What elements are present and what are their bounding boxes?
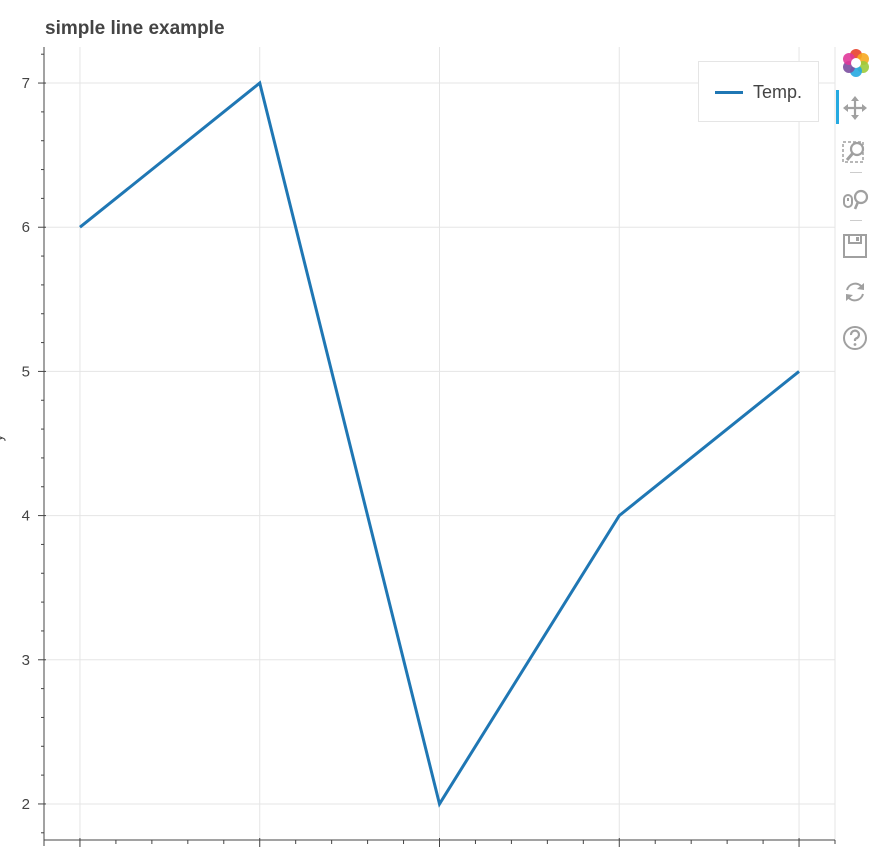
toolbar-divider xyxy=(850,220,862,221)
help-icon xyxy=(843,326,867,350)
grid-lines xyxy=(44,47,836,840)
series-lines xyxy=(79,80,800,808)
toolbar-divider xyxy=(850,172,862,173)
plot-toolbar xyxy=(836,44,870,364)
pan-icon xyxy=(843,96,867,120)
wheel-zoom-tool-button[interactable] xyxy=(836,182,870,216)
y-tick-label: 6 xyxy=(22,219,30,236)
series-line-temp xyxy=(79,80,800,808)
wheel-zoom-icon xyxy=(843,189,869,210)
bokeh-logo-link[interactable] xyxy=(836,44,870,78)
legend-swatch-temp xyxy=(715,91,743,94)
help-tool-button[interactable] xyxy=(836,320,870,354)
reset-icon xyxy=(846,282,864,302)
bokeh-logo-icon xyxy=(843,49,869,77)
save-tool-button[interactable] xyxy=(836,228,870,262)
box-zoom-icon xyxy=(842,141,865,163)
legend: Temp. xyxy=(698,61,819,122)
box-zoom-tool-button[interactable] xyxy=(836,134,870,168)
active-tool-indicator xyxy=(836,90,839,124)
y-tick-label: 5 xyxy=(22,363,30,380)
pan-tool-button[interactable] xyxy=(836,90,870,124)
save-icon xyxy=(843,234,867,258)
legend-label-temp: Temp. xyxy=(753,82,803,102)
y-tick-label: 7 xyxy=(22,75,30,92)
chart-title: simple line example xyxy=(45,18,225,39)
reset-tool-button[interactable] xyxy=(836,274,870,308)
y-tick-label: 3 xyxy=(22,652,30,669)
y-tick-label: 2 xyxy=(22,796,30,813)
axes: 2 3 4 5 6 7 xyxy=(22,47,836,847)
y-tick-label: 4 xyxy=(22,508,30,525)
